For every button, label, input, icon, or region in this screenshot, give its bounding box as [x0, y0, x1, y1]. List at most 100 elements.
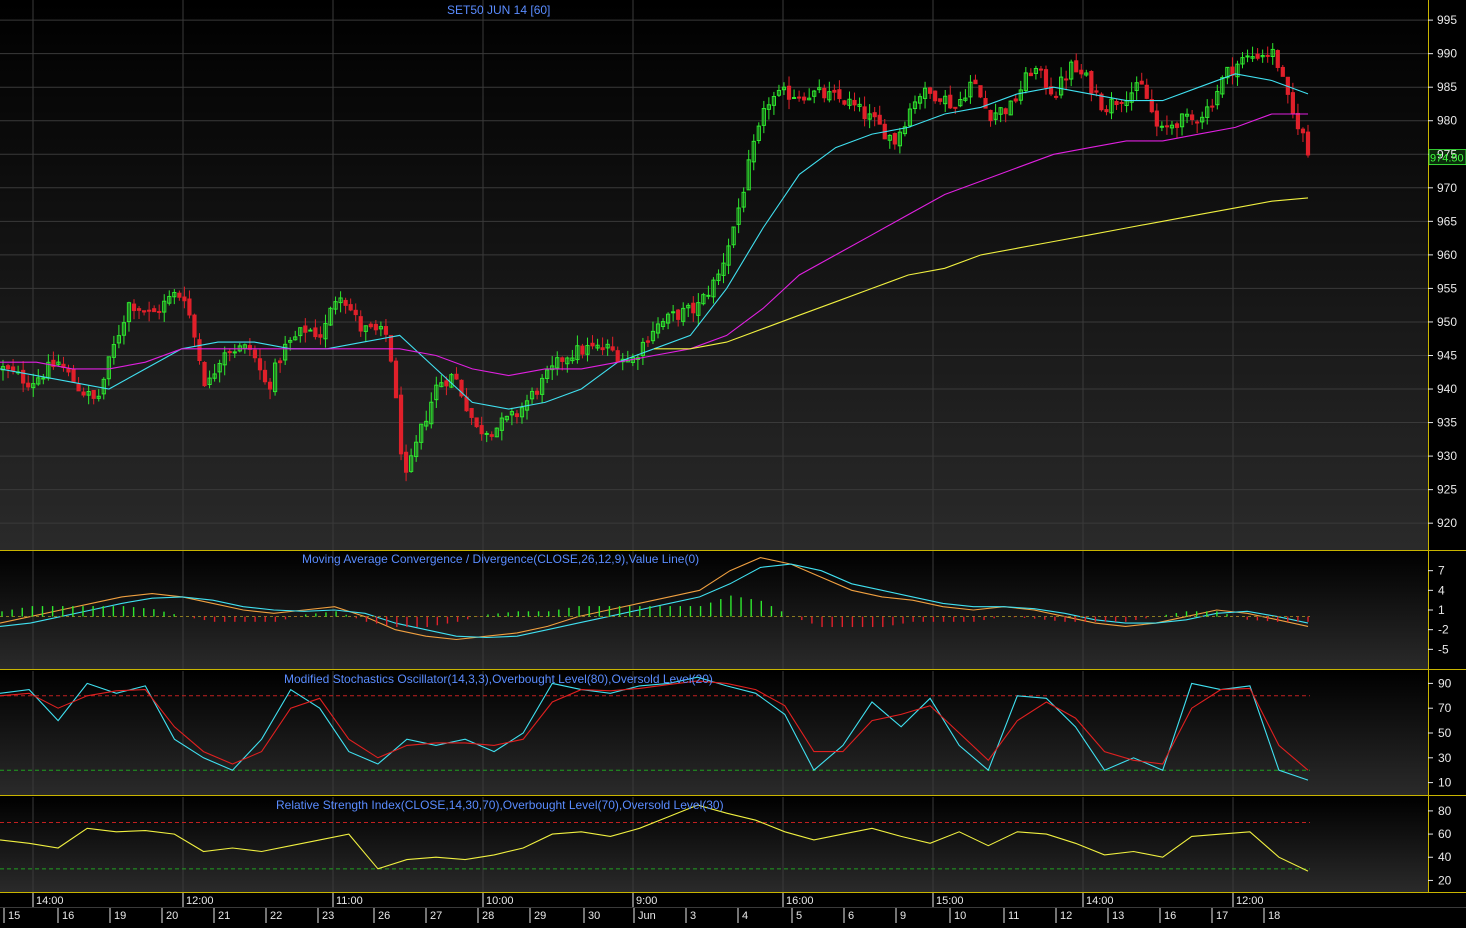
candle-body [288, 339, 293, 343]
candle-body [917, 96, 923, 104]
time-label-hour: 12:00 [1236, 895, 1264, 907]
candle-body [615, 350, 620, 363]
candle-body [912, 101, 918, 110]
candle-body [691, 302, 696, 314]
candle-body [736, 207, 741, 225]
candle-body [998, 107, 1003, 115]
time-label-hour: 11:00 [336, 895, 363, 907]
candle-body [938, 98, 943, 102]
price-tick-label: 960 [1437, 248, 1457, 262]
candle-body [157, 310, 162, 313]
candle-body [837, 89, 842, 100]
indicator-tick-label: 1 [1438, 603, 1445, 617]
candle-body [645, 340, 651, 343]
candle-body [1149, 99, 1154, 113]
candle-body [872, 112, 877, 118]
candle-body [1154, 110, 1159, 127]
candle-body [1159, 125, 1164, 128]
time-label-date: Jun [638, 910, 656, 922]
candle-body [1240, 57, 1245, 65]
candle-body [575, 345, 580, 361]
candle-body [141, 310, 147, 313]
candle-body [565, 357, 570, 365]
panel-background [0, 671, 1428, 795]
candle-body [540, 377, 545, 395]
candle-body [797, 96, 802, 99]
candle-body [343, 299, 348, 306]
candle-body [1064, 78, 1069, 81]
candle-body [807, 97, 812, 101]
candle-body [21, 369, 26, 384]
candle-body [353, 309, 358, 316]
indicator-series-line [0, 557, 1309, 641]
time-label-hour: 9:00 [636, 895, 657, 907]
candle-body [474, 417, 479, 428]
candle-body [1205, 106, 1210, 118]
candle-body [293, 336, 298, 341]
candle-body [1215, 91, 1220, 106]
candle-body [570, 357, 575, 362]
last-price-label: 974.50 [1430, 153, 1464, 165]
candle-body [283, 343, 288, 361]
candle-body [1129, 92, 1134, 103]
candle-body [988, 109, 993, 122]
candle-body [1099, 93, 1104, 111]
candle-body [71, 369, 76, 383]
candle-body [529, 390, 535, 400]
candle-body [449, 374, 454, 388]
candle-body [857, 103, 862, 107]
candle-body [907, 108, 913, 127]
indicator-tick-label: 50 [1438, 726, 1452, 740]
candle-body [1210, 105, 1215, 108]
candle-body [545, 369, 550, 379]
candle-body [303, 325, 308, 333]
candle-body [1235, 63, 1240, 78]
candle-body [1053, 95, 1059, 98]
indicator-series-line [0, 563, 1309, 639]
candle-body [222, 352, 227, 366]
indicator-tick-label: -5 [1438, 642, 1449, 656]
candle-body [993, 112, 998, 120]
candle-body [1038, 68, 1044, 71]
indicator-series-line [0, 676, 1309, 781]
time-label-date: 5 [796, 910, 802, 922]
candle-body [1190, 114, 1195, 121]
candle-body [706, 294, 711, 297]
candle-body [217, 363, 222, 373]
candle-body [776, 89, 782, 96]
candle-body [328, 307, 333, 326]
candle-body [1184, 113, 1190, 117]
candle-body [1255, 53, 1260, 59]
candle-body [1220, 77, 1225, 95]
time-label-date: 16 [1164, 910, 1176, 922]
candle-body [852, 99, 857, 106]
candle-body [1225, 66, 1230, 79]
candle-body [1134, 82, 1139, 91]
candle-body [1094, 90, 1099, 93]
candle-body [933, 90, 938, 102]
candle-body [827, 91, 832, 101]
indicator-tick-label: 20 [1438, 873, 1452, 887]
candle-body [877, 114, 882, 125]
candle-body [660, 321, 666, 328]
candle-body [943, 95, 948, 105]
macd-title: Moving Average Convergence / Divergence(… [302, 552, 699, 566]
candle-body [671, 311, 676, 314]
indicator-tick-label: 60 [1438, 827, 1452, 841]
indicator-tick-label: 80 [1438, 804, 1452, 818]
candle-body [983, 98, 988, 109]
candle-body [56, 361, 61, 366]
time-label-date: 15 [8, 910, 20, 922]
candle-body [595, 344, 600, 349]
candle-body [278, 360, 283, 364]
price-tick-label: 975 [1437, 147, 1457, 161]
candle-body [1260, 55, 1265, 58]
candle-body [121, 322, 127, 336]
price-tick-label: 985 [1437, 80, 1457, 94]
candle-body [409, 455, 414, 472]
indicator-tick-label: 30 [1438, 751, 1452, 765]
price-tick-label: 995 [1437, 13, 1457, 27]
candle-body [817, 87, 822, 91]
candle-body [1003, 108, 1008, 115]
